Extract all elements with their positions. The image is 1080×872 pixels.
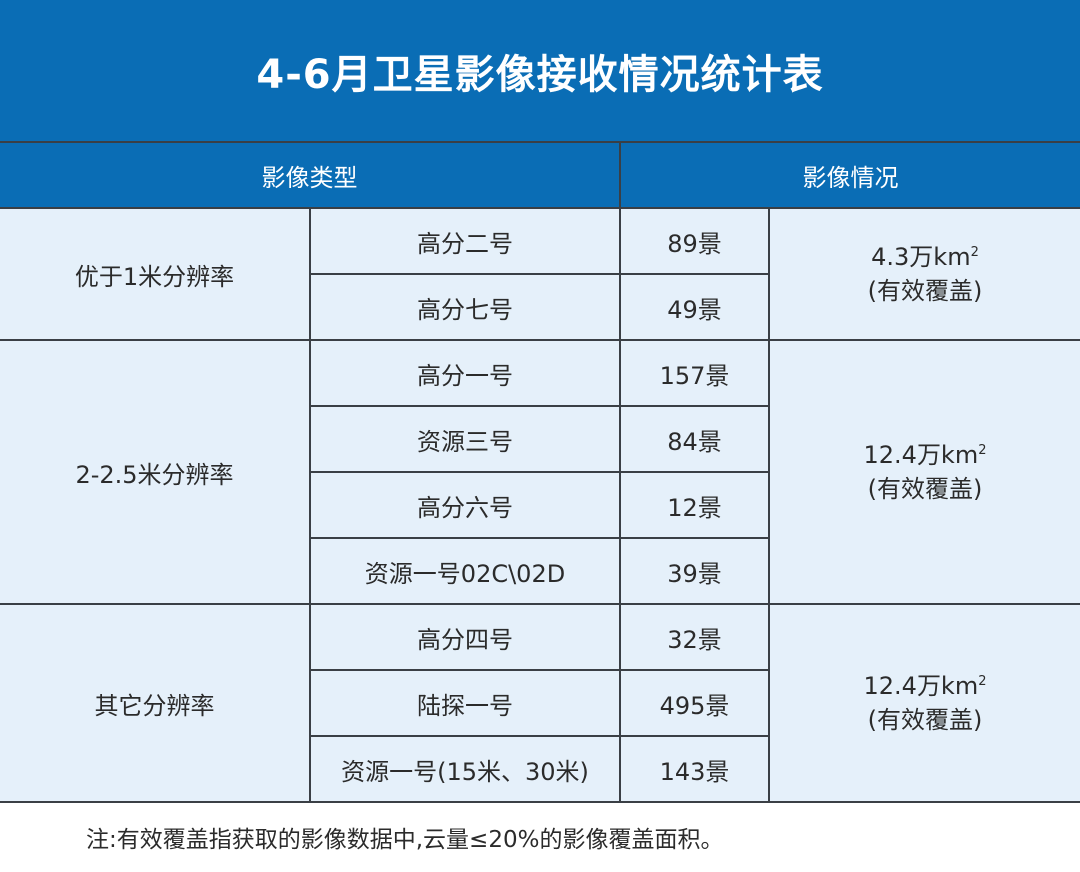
count-cell: 39景 [619,537,769,605]
coverage-note: (有效覆盖) [867,475,983,503]
header-row: 影像类型 影像情况 [0,141,1080,209]
table-row: 2-2.5米分辨率 高分一号 157景 12.4万km2 (有效覆盖) [0,339,1080,605]
resolution-cell: 2-2.5米分辨率 [0,339,311,605]
resolution-cell: 优于1米分辨率 [0,207,311,341]
count-cell: 32景 [619,603,770,671]
coverage-area-exponent: 2 [978,443,987,458]
table-title: 4-6月卫星影像接收情况统计表 [0,0,1080,141]
satellite-cell: 高分七号 [310,273,621,341]
coverage-area: 12.4万km [863,672,979,700]
table-row: 高分六号 12景 [0,471,1080,539]
coverage-note: (有效覆盖) [867,706,983,734]
table-row: 资源三号 84景 [0,405,1080,473]
header-image-type: 影像类型 [0,141,621,209]
resolution-cell: 其它分辨率 [0,603,311,803]
coverage-area-exponent: 2 [970,245,979,260]
coverage-note: (有效覆盖) [867,277,983,305]
coverage-area: 12.4万km [863,441,979,469]
coverage-cell: 12.4万km2 (有效覆盖) [768,339,1080,605]
count-cell: 157景 [619,339,770,407]
table-row: 陆探一号 495景 [0,669,1080,737]
count-cell: 84景 [619,405,769,473]
footnote: 注:有效覆盖指获取的影像数据中,云量≤20%的影像覆盖面积。 [86,827,724,853]
count-cell: 49景 [619,273,769,341]
satellite-cell: 高分一号 [309,339,621,407]
table-row: 资源一号(15米、30米) 143景 [0,735,1080,803]
table-row: 其它分辨率 高分四号 32景 12.4万km2 (有效覆盖) [0,603,1080,803]
count-cell: 495景 [619,669,769,737]
statistics-table: 影像类型 影像情况 优于1米分辨率 高分二号 89景 4.3万km2 (有效覆盖) 高分七… [0,141,1080,803]
coverage-area: 4.3万km [871,243,971,271]
count-cell: 143景 [619,735,769,803]
count-cell: 12景 [619,471,769,539]
table-row: 资源一号02C\02D 39景 [0,537,1080,605]
satellite-cell: 资源三号 [310,405,621,473]
satellite-cell: 资源一号(15米、30米) [310,735,621,803]
table-row: 高分七号 49景 [0,273,1080,341]
coverage-cell: 4.3万km2 (有效覆盖) [768,207,1080,341]
table-row: 优于1米分辨率 高分二号 89景 4.3万km2 (有效覆盖) [0,207,1080,341]
header-image-status: 影像情况 [619,141,1080,209]
count-cell: 89景 [619,207,770,275]
satellite-cell: 高分四号 [309,603,621,671]
satellite-cell: 高分六号 [310,471,621,539]
satellite-cell: 高分二号 [309,207,621,275]
satellite-cell: 陆探一号 [310,669,621,737]
satellite-cell: 资源一号02C\02D [310,537,621,605]
coverage-area-exponent: 2 [978,674,987,689]
coverage-cell: 12.4万km2 (有效覆盖) [768,603,1080,803]
